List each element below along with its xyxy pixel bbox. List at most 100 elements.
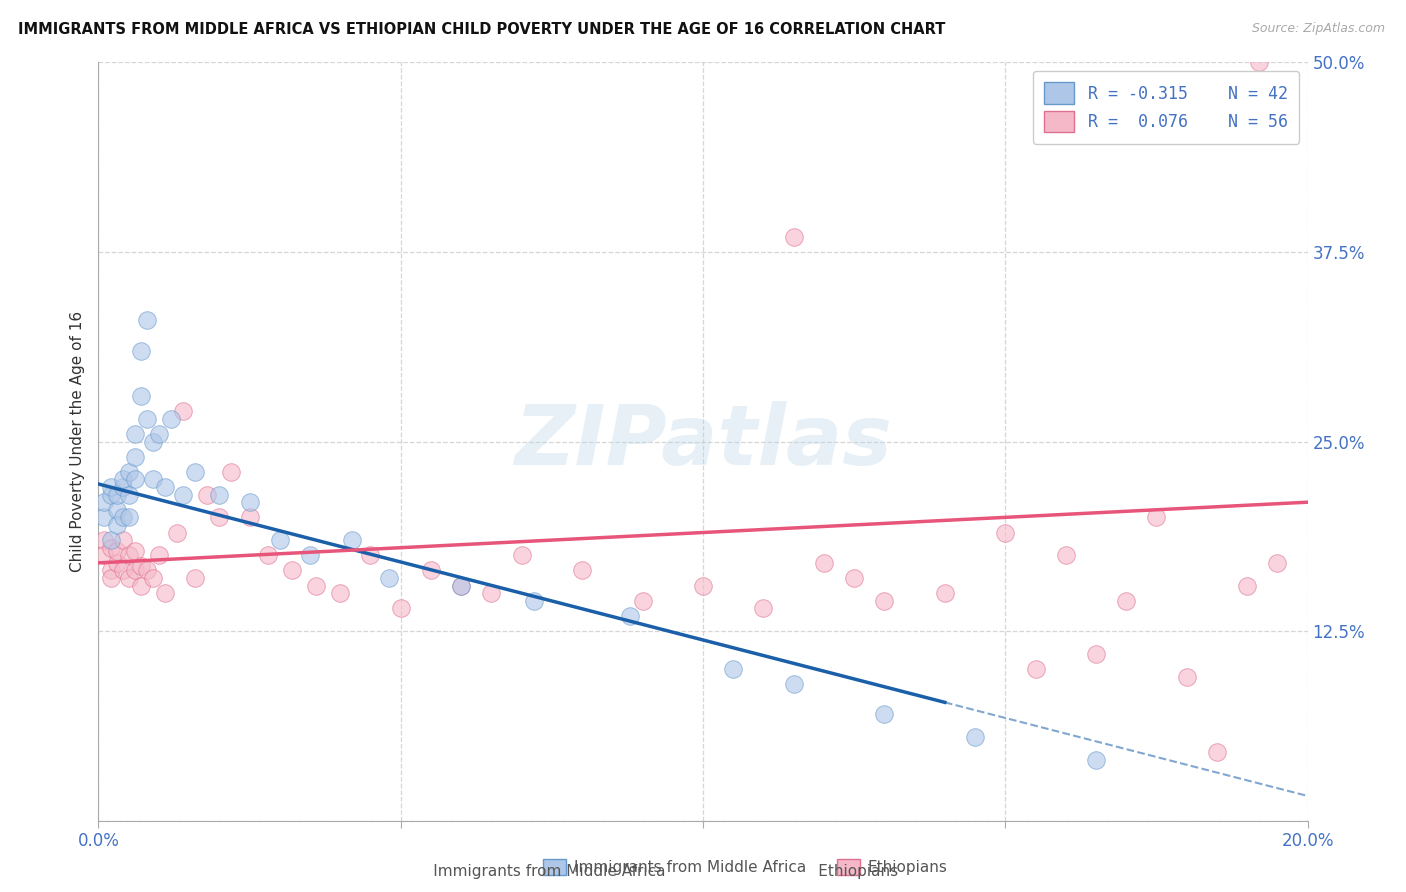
Point: [124, 450, 146, 464]
Point: [184, 465, 207, 479]
Point: [783, 677, 806, 691]
Y-axis label: Child Poverty Under the Age of 16: Child Poverty Under the Age of 16: [69, 311, 84, 572]
Point: [111, 480, 134, 494]
Point: [631, 594, 654, 608]
Point: [481, 586, 503, 600]
Point: [1206, 746, 1229, 760]
Point: [994, 525, 1017, 540]
Point: [172, 404, 194, 418]
Point: [450, 579, 472, 593]
Legend: Immigrants from Middle Africa, Ethiopians: Immigrants from Middle Africa, Ethiopian…: [537, 854, 953, 881]
Point: [160, 412, 183, 426]
Point: [1267, 556, 1289, 570]
Point: [153, 586, 176, 600]
Text: IMMIGRANTS FROM MIDDLE AFRICA VS ETHIOPIAN CHILD POVERTY UNDER THE AGE OF 16 COR: IMMIGRANTS FROM MIDDLE AFRICA VS ETHIOPI…: [18, 22, 946, 37]
Point: [1249, 55, 1271, 70]
Point: [208, 510, 231, 524]
Point: [305, 579, 328, 593]
Point: [118, 487, 141, 501]
Point: [124, 473, 146, 487]
Point: [118, 465, 141, 479]
Point: [93, 510, 115, 524]
Point: [239, 495, 262, 509]
Point: [118, 571, 141, 585]
Point: [105, 487, 128, 501]
Point: [873, 707, 896, 722]
Point: [135, 412, 157, 426]
Point: [105, 517, 128, 532]
Point: [111, 510, 134, 524]
Legend: R = -0.315    N = 42, R =  0.076    N = 56: R = -0.315 N = 42, R = 0.076 N = 56: [1032, 70, 1299, 144]
Point: [619, 608, 641, 623]
Point: [135, 564, 157, 578]
Point: [135, 313, 157, 327]
Point: [1115, 594, 1137, 608]
Point: [239, 510, 262, 524]
Point: [342, 533, 364, 548]
Point: [100, 541, 122, 555]
Point: [100, 564, 122, 578]
Point: [299, 548, 322, 563]
Point: [1144, 510, 1167, 524]
Point: [873, 594, 896, 608]
Point: [100, 487, 122, 501]
Point: [93, 548, 115, 563]
Point: [148, 548, 170, 563]
Point: [153, 480, 176, 494]
Point: [93, 533, 115, 548]
Point: [389, 601, 412, 615]
Point: [844, 571, 866, 585]
Point: [105, 543, 128, 558]
Point: [100, 533, 122, 548]
Point: [329, 586, 352, 600]
Point: [148, 427, 170, 442]
Point: [124, 427, 146, 442]
Point: [752, 601, 775, 615]
Point: [360, 548, 382, 563]
Point: [281, 564, 304, 578]
Point: [129, 558, 152, 573]
Point: [692, 579, 714, 593]
Point: [934, 586, 956, 600]
Point: [142, 434, 165, 449]
Point: [571, 564, 593, 578]
Point: [142, 473, 165, 487]
Point: [208, 487, 231, 501]
Point: [129, 343, 152, 358]
Point: [100, 571, 122, 585]
Point: [450, 579, 472, 593]
Point: [93, 495, 115, 509]
Text: Source: ZipAtlas.com: Source: ZipAtlas.com: [1251, 22, 1385, 36]
Point: [221, 465, 243, 479]
Point: [1236, 579, 1258, 593]
Point: [1085, 753, 1108, 767]
Point: [965, 730, 987, 744]
Point: [510, 548, 533, 563]
Point: [269, 533, 291, 548]
Point: [142, 571, 165, 585]
Point: [111, 473, 134, 487]
Point: [420, 564, 443, 578]
Point: [111, 564, 134, 578]
Text: ZIPatlas: ZIPatlas: [515, 401, 891, 482]
Point: [256, 548, 278, 563]
Point: [105, 503, 128, 517]
Point: [124, 564, 146, 578]
Point: [783, 229, 806, 244]
Point: [1054, 548, 1077, 563]
Point: [111, 533, 134, 548]
Point: [723, 662, 745, 676]
Text: Ethiopians: Ethiopians: [789, 863, 898, 879]
Point: [184, 571, 207, 585]
Point: [105, 556, 128, 570]
Point: [813, 556, 835, 570]
Point: [100, 480, 122, 494]
Point: [1175, 669, 1198, 683]
Point: [1024, 662, 1046, 676]
Point: [118, 548, 141, 563]
Point: [377, 571, 399, 585]
Point: [195, 487, 218, 501]
Point: [166, 525, 188, 540]
Point: [118, 510, 141, 524]
Point: [124, 543, 146, 558]
